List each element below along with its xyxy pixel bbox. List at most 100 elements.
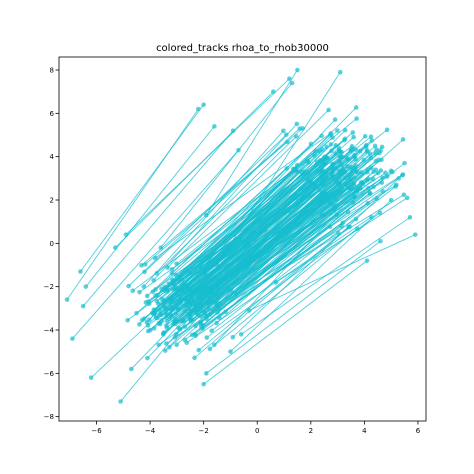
track-end-point [388, 168, 394, 174]
y-tick-label: 8 [50, 67, 54, 75]
track-end-point [317, 187, 322, 193]
track-start-point [164, 315, 169, 321]
x-axis: −6 −4 −2 0 2 4 6 [91, 421, 421, 435]
track-end-point [342, 127, 348, 133]
points-layer [64, 67, 418, 404]
track-end-point [375, 170, 381, 176]
track-line [176, 199, 337, 346]
track-start-point [209, 328, 215, 334]
track-start-point [156, 342, 161, 348]
track-start-point [144, 293, 150, 299]
track-end-point [262, 228, 268, 233]
track-end-point [370, 176, 376, 182]
track-start-point [174, 342, 179, 347]
track-start-point [217, 315, 222, 321]
track-end-point [384, 127, 390, 133]
track-line [203, 260, 368, 385]
track-start-point [207, 312, 213, 317]
track-end-point [285, 139, 290, 145]
track-start-point [173, 298, 178, 303]
track-start-point [152, 255, 158, 261]
track-end-point [345, 185, 351, 190]
track-start-point [209, 290, 215, 296]
track-start-point [177, 326, 183, 332]
track-end-point [373, 151, 379, 156]
track-end-point [350, 130, 356, 135]
track-end-point [236, 147, 241, 153]
track-line [205, 69, 298, 216]
track-end-point [336, 230, 341, 236]
track-start-point [145, 355, 150, 361]
track-end-point [371, 184, 376, 190]
track-end-point [316, 200, 321, 205]
track-start-point [189, 291, 194, 297]
track-end-point [284, 166, 290, 171]
track-end-point [307, 185, 312, 191]
track-start-point [118, 399, 123, 404]
track-end-point [383, 170, 388, 176]
track-line [156, 136, 297, 274]
track-start-point [112, 245, 118, 250]
track-end-point [357, 185, 363, 190]
track-start-point [187, 301, 193, 307]
track-start-point [223, 309, 228, 315]
track-end-point [318, 158, 324, 163]
track-end-point [323, 161, 328, 166]
track-start-point [137, 322, 142, 327]
track-start-point [230, 334, 236, 340]
track-start-point [227, 286, 232, 291]
track-end-point [319, 199, 325, 205]
track-end-point [334, 203, 339, 208]
track-end-point [195, 106, 201, 112]
track-end-point [364, 147, 370, 153]
track-end-point [324, 144, 329, 150]
track-end-point [351, 134, 356, 140]
track-start-point [139, 263, 144, 268]
track-end-point [345, 180, 351, 186]
track-start-point [164, 323, 169, 328]
track-start-point [229, 290, 235, 295]
track-line [155, 150, 316, 296]
y-tick-label: −4 [44, 327, 55, 335]
track-start-point [202, 271, 208, 276]
track-end-point [353, 147, 359, 152]
track-end-point [323, 156, 329, 162]
track-end-point [369, 138, 375, 143]
track-end-point [374, 147, 379, 152]
track-start-point [143, 262, 148, 267]
y-tick-label: 6 [50, 110, 55, 118]
track-end-point [388, 197, 394, 203]
track-end-point [293, 195, 298, 201]
track-end-point [271, 89, 276, 94]
track-start-point [173, 285, 178, 291]
track-start-point [80, 303, 86, 309]
track-start-point [163, 341, 169, 346]
track-start-point [169, 266, 175, 272]
track-start-point [163, 310, 168, 315]
track-end-point [319, 173, 324, 179]
track-start-point [213, 291, 218, 296]
track-end-point [281, 128, 286, 134]
track-end-point [352, 175, 357, 180]
x-tick-label: 0 [255, 427, 259, 435]
track-start-point [186, 312, 191, 317]
track-end-point [328, 200, 334, 206]
track-line [156, 161, 318, 302]
track-end-point [333, 143, 339, 148]
track-start-point [184, 297, 189, 303]
track-end-point [361, 157, 367, 163]
track-end-point [322, 177, 327, 183]
track-start-point [161, 305, 167, 311]
track-start-point [187, 270, 193, 276]
track-end-point [341, 166, 346, 172]
track-end-point [377, 150, 382, 156]
track-end-point [313, 148, 318, 154]
x-tick-label: −4 [145, 427, 156, 435]
track-start-point [145, 328, 151, 334]
track-start-point [167, 344, 172, 350]
track-start-point [192, 304, 198, 309]
track-end-point [330, 135, 335, 140]
track-start-point [151, 278, 156, 283]
track-end-point [367, 190, 373, 196]
track-start-point [204, 371, 209, 376]
